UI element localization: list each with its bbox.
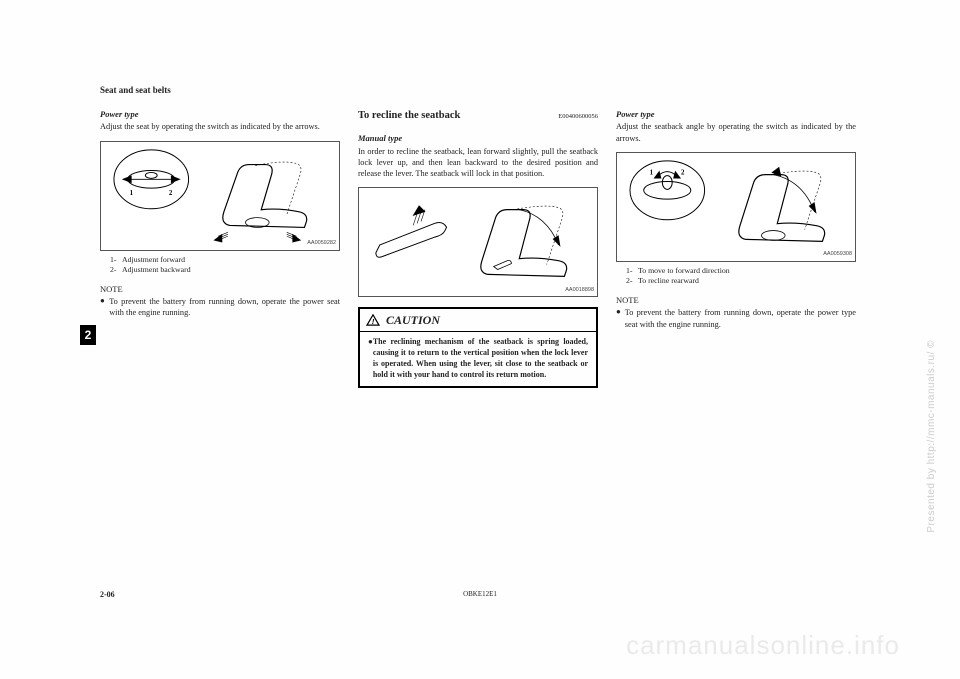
legend-text: To move to forward direction: [638, 266, 730, 277]
col3-note: ● To prevent the battery from running do…: [616, 307, 856, 329]
col3-note-head: NOTE: [616, 295, 856, 306]
section-code: E00400600056: [558, 113, 598, 122]
columns: Power type Adjust the seat by operating …: [100, 109, 860, 388]
watermark-bottom: carmanualsonline.info: [626, 630, 900, 661]
col1-fig-code: AA0059282: [307, 240, 336, 247]
col3-figure: 1 2 AA0059308: [616, 152, 856, 262]
col2-section-head: To recline the seatback E00400600056: [358, 109, 598, 123]
col3-body: Adjust the seatback angle by operating t…: [616, 121, 856, 143]
seat-recline-lever-diagram: [359, 188, 597, 296]
svg-text:2: 2: [681, 169, 685, 176]
svg-text:!: !: [372, 317, 375, 326]
bullet-icon: ●: [100, 296, 109, 318]
caution-title: CAUTION: [386, 312, 440, 328]
svg-text:1: 1: [130, 190, 134, 197]
warning-triangle-icon: !: [366, 314, 380, 326]
col1-subhead: Power type: [100, 109, 340, 120]
legend-text: To recline rearward: [638, 276, 699, 287]
column-1: Power type Adjust the seat by operating …: [100, 109, 340, 388]
col2-subhead: Manual type: [358, 133, 598, 144]
legend-num: 2-: [110, 265, 122, 276]
caution-box: ! CAUTION ● The reclining mechanism of t…: [358, 307, 598, 387]
svg-text:2: 2: [169, 190, 173, 197]
doc-code: OBKE12E1: [463, 590, 497, 598]
note-text: To prevent the battery from running down…: [625, 307, 856, 329]
col3-fig-code: AA0059308: [823, 251, 852, 258]
section-title: To recline the seatback: [358, 109, 460, 123]
col3-subhead: Power type: [616, 109, 856, 120]
col1-body: Adjust the seat by operating the switch …: [100, 121, 340, 132]
page-number: 2-06: [100, 590, 115, 599]
watermark-side: Presented by http://mmc-manuals.ru/ ©: [927, 340, 938, 533]
legend-num: 1-: [110, 255, 122, 266]
col1-note-head: NOTE: [100, 284, 340, 295]
chapter-tab: 2: [80, 325, 96, 345]
caution-body: ● The reclining mechanism of the seatbac…: [360, 332, 596, 385]
col2-fig-code: AA0018898: [565, 287, 594, 294]
col1-legend: 1-Adjustment forward 2-Adjustment backwa…: [110, 255, 340, 276]
column-2: To recline the seatback E00400600056 Man…: [358, 109, 598, 388]
note-text: To prevent the battery from running down…: [109, 296, 340, 318]
caution-text: The reclining mechanism of the seatback …: [373, 337, 588, 380]
caution-head: ! CAUTION: [360, 309, 596, 332]
column-3: Power type Adjust the seatback angle by …: [616, 109, 856, 388]
page-footer: 2-06 OBKE12E1: [100, 590, 860, 599]
col1-figure: 1 2 AA0059282: [100, 141, 340, 251]
bullet-icon: ●: [616, 307, 625, 329]
page-content: Seat and seat belts 2 Power type Adjust …: [100, 85, 860, 605]
legend-num: 1-: [626, 266, 638, 277]
legend-text: Adjustment backward: [122, 265, 191, 276]
legend-num: 2-: [626, 276, 638, 287]
col3-legend: 1-To move to forward direction 2-To recl…: [626, 266, 856, 287]
svg-text:1: 1: [650, 169, 654, 176]
col2-body: In order to recline the seatback, lean f…: [358, 146, 598, 180]
running-head: Seat and seat belts: [100, 85, 860, 95]
col1-note: ● To prevent the battery from running do…: [100, 296, 340, 318]
col2-figure: AA0018898: [358, 187, 598, 297]
legend-text: Adjustment forward: [122, 255, 185, 266]
seat-slide-switch-diagram: 1 2: [101, 142, 339, 250]
seat-recline-switch-diagram: 1 2: [617, 153, 855, 261]
